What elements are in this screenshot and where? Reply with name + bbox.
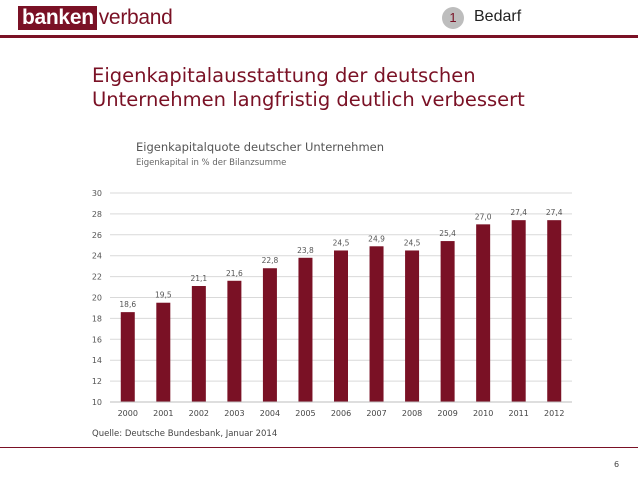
page-number: 6	[614, 460, 620, 469]
x-tick-label: 2008	[402, 409, 422, 418]
footer-divider	[0, 447, 638, 448]
bar	[156, 302, 171, 402]
y-tick-label: 24	[92, 252, 102, 261]
bar-value-label: 22,8	[262, 256, 279, 265]
y-tick-label: 14	[92, 356, 102, 365]
bar-value-label: 19,5	[155, 291, 172, 300]
bar	[298, 257, 313, 402]
bar-value-label: 27,4	[546, 208, 563, 217]
bar-chart: 10 12 14 16 18 20 22 24 26 28 30 18,6 2000 19,5 2001 21…	[92, 189, 572, 418]
bar	[476, 224, 491, 402]
bar-value-label: 27,0	[475, 212, 492, 221]
y-tick-label: 22	[92, 273, 102, 282]
section-number-badge: 1	[442, 7, 464, 29]
bar	[511, 220, 526, 402]
bankenverband-logo: banken verband	[18, 6, 173, 30]
bar-value-label: 24,5	[404, 238, 421, 247]
y-tick-label: 26	[92, 231, 102, 240]
slide-title: Eigenkapitalausstattung der deutschen Un…	[92, 64, 632, 112]
logo-text-part2: verband	[98, 6, 173, 29]
bar	[405, 250, 420, 402]
bar	[262, 268, 277, 402]
bar-value-label: 18,6	[119, 300, 136, 309]
y-tick-label: 10	[92, 398, 102, 407]
section-label: Bedarf	[474, 8, 522, 25]
bar	[440, 241, 455, 402]
x-tick-label: 2001	[153, 409, 173, 418]
bar	[334, 250, 348, 402]
y-tick-label: 20	[92, 294, 102, 303]
bar	[547, 220, 562, 402]
y-tick-label: 16	[92, 335, 102, 344]
x-tick-label: 2004	[260, 409, 280, 418]
chart-subtitle: Eigenkapital in % der Bilanzsumme	[136, 158, 287, 168]
bar	[369, 246, 384, 402]
x-tick-label: 2010	[473, 409, 493, 418]
x-tick-label: 2009	[437, 409, 457, 418]
x-tick-label: 2011	[509, 409, 529, 418]
bar	[191, 286, 206, 402]
x-tick-label: 2005	[295, 409, 315, 418]
bar-value-label: 25,4	[439, 229, 456, 238]
bar-value-label: 24,5	[333, 238, 350, 247]
x-tick-label: 2006	[331, 409, 351, 418]
bar-value-label: 24,9	[368, 234, 385, 243]
header-divider	[0, 35, 638, 38]
chart-title: Eigenkapitalquote deutscher Unternehmen	[136, 140, 385, 154]
bar-value-label: 27,4	[510, 208, 527, 217]
y-tick-label: 12	[92, 377, 102, 386]
x-tick-label: 2000	[118, 409, 138, 418]
logo-text-part1: banken	[18, 6, 97, 30]
x-tick-label: 2003	[224, 409, 244, 418]
slide-title-line1: Eigenkapitalausstattung der deutschen	[92, 64, 476, 87]
x-tick-label: 2007	[366, 409, 386, 418]
y-tick-label: 28	[92, 210, 102, 219]
x-tick-label: 2012	[544, 409, 564, 418]
x-tick-label: 2002	[189, 409, 209, 418]
slide-title-line2: Unternehmen langfristig deutlich verbess…	[92, 88, 525, 111]
y-tick-label: 18	[92, 314, 102, 323]
y-tick-label: 30	[92, 189, 102, 198]
bar	[120, 312, 135, 402]
bar-value-label: 23,8	[297, 246, 314, 255]
source-note: Quelle: Deutsche Bundesbank, Januar 2014	[92, 429, 278, 439]
bar-value-label: 21,6	[226, 269, 243, 278]
bar	[227, 280, 242, 402]
bar-value-label: 21,1	[190, 274, 207, 283]
